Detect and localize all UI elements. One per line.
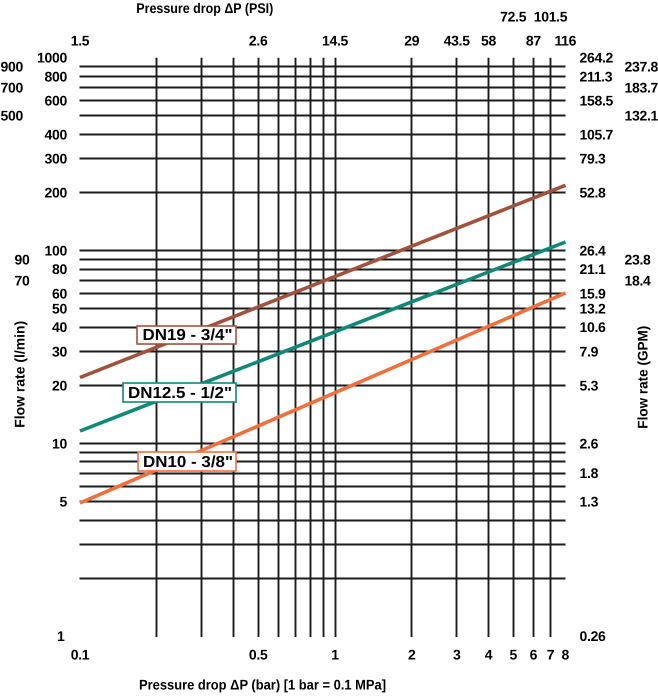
svg-text:Flow rate (GPM): Flow rate (GPM)	[635, 326, 651, 429]
svg-text:23.8: 23.8	[625, 251, 652, 267]
svg-text:1: 1	[57, 628, 65, 644]
svg-text:43.5: 43.5	[444, 33, 471, 49]
svg-text:8: 8	[562, 647, 570, 663]
svg-text:58: 58	[481, 33, 496, 49]
svg-text:400: 400	[45, 126, 68, 142]
svg-text:900: 900	[1, 59, 24, 75]
svg-text:50: 50	[52, 301, 67, 317]
svg-text:13.2: 13.2	[580, 301, 607, 317]
svg-text:158.5: 158.5	[580, 93, 614, 109]
svg-text:1: 1	[331, 647, 339, 663]
svg-text:3: 3	[453, 647, 461, 663]
svg-text:40: 40	[52, 319, 67, 335]
svg-text:6: 6	[530, 647, 538, 663]
svg-text:30: 30	[52, 343, 67, 359]
svg-text:15.9: 15.9	[580, 285, 607, 301]
svg-text:132.1: 132.1	[625, 108, 658, 124]
svg-text:7: 7	[547, 647, 555, 663]
svg-text:Pressure drop ΔP (PSI): Pressure drop ΔP (PSI)	[136, 0, 273, 16]
svg-text:90: 90	[15, 251, 30, 267]
svg-text:1.8: 1.8	[580, 465, 599, 481]
svg-text:DN19 - 3/4": DN19 - 3/4"	[143, 327, 233, 344]
svg-text:105.7: 105.7	[580, 126, 614, 142]
svg-text:2: 2	[408, 647, 416, 663]
svg-text:1.3: 1.3	[580, 493, 599, 509]
svg-text:211.3: 211.3	[580, 68, 613, 84]
svg-text:183.7: 183.7	[625, 80, 658, 96]
svg-text:0.5: 0.5	[249, 647, 268, 663]
svg-text:10: 10	[52, 435, 67, 451]
svg-text:DN10 - 3/8": DN10 - 3/8"	[143, 454, 233, 471]
svg-text:29: 29	[404, 33, 419, 49]
svg-text:2.6: 2.6	[249, 33, 268, 49]
svg-text:7.9: 7.9	[580, 343, 599, 359]
svg-text:21.1: 21.1	[580, 261, 607, 277]
svg-text:2.6: 2.6	[580, 435, 599, 451]
svg-text:80: 80	[52, 261, 67, 277]
svg-text:10.6: 10.6	[580, 319, 607, 335]
svg-text:5.3: 5.3	[580, 377, 599, 393]
svg-text:70: 70	[15, 272, 30, 288]
svg-text:26.4: 26.4	[580, 243, 607, 259]
svg-text:1000: 1000	[37, 50, 67, 66]
svg-text:101.5: 101.5	[534, 8, 568, 24]
svg-text:600: 600	[45, 93, 68, 109]
svg-text:237.8: 237.8	[625, 59, 658, 75]
svg-text:DN12.5 - 1/2": DN12.5 - 1/2"	[128, 385, 232, 402]
svg-text:18.4: 18.4	[625, 272, 652, 288]
svg-text:200: 200	[45, 185, 68, 201]
svg-text:52.8: 52.8	[580, 185, 607, 201]
svg-text:79.3: 79.3	[580, 151, 607, 167]
svg-text:60: 60	[52, 285, 67, 301]
svg-text:20: 20	[52, 377, 67, 393]
svg-text:300: 300	[45, 151, 68, 167]
svg-text:4: 4	[485, 647, 493, 663]
svg-text:800: 800	[45, 68, 68, 84]
svg-text:116: 116	[554, 33, 576, 49]
svg-text:72.5: 72.5	[500, 8, 527, 24]
svg-text:14.5: 14.5	[322, 33, 349, 49]
svg-text:500: 500	[1, 108, 24, 124]
svg-text:1.5: 1.5	[71, 33, 90, 49]
svg-text:700: 700	[1, 80, 24, 96]
svg-text:Flow rate (l/min): Flow rate (l/min)	[12, 321, 28, 428]
svg-text:264.2: 264.2	[580, 50, 614, 66]
svg-text:Pressure drop ΔP (bar) [1 bar: Pressure drop ΔP (bar) [1 bar = 0.1 MPa]	[139, 676, 386, 692]
svg-text:5: 5	[60, 493, 68, 509]
svg-text:100: 100	[45, 243, 68, 259]
svg-text:0.26: 0.26	[580, 628, 607, 644]
svg-text:5: 5	[509, 647, 517, 663]
svg-text:0.1: 0.1	[71, 647, 90, 663]
svg-text:87: 87	[526, 33, 541, 49]
